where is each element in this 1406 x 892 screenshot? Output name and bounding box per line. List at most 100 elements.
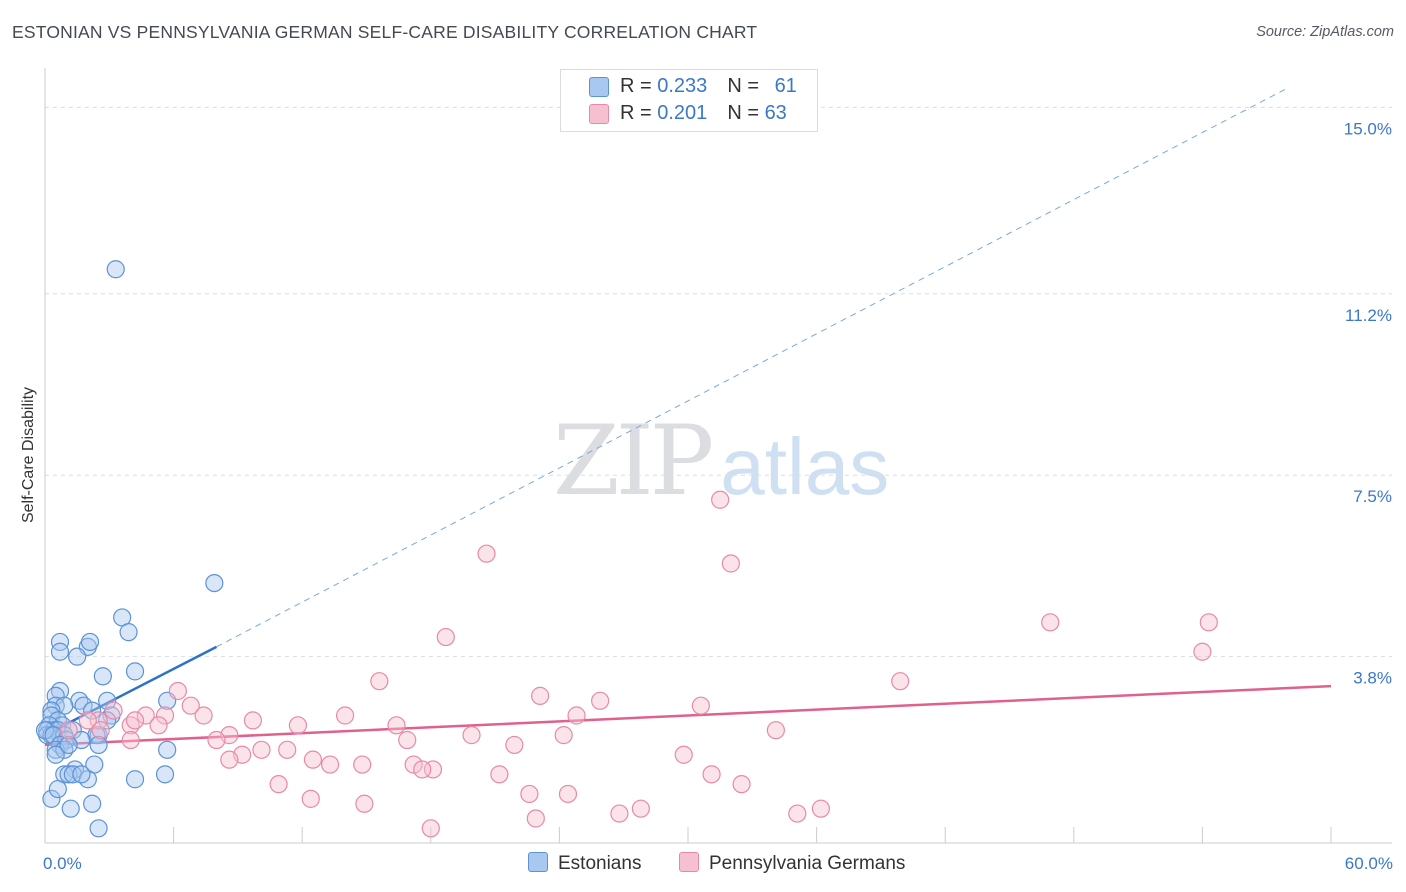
penn-germans-points	[59, 490, 1218, 838]
estonians-point	[42, 789, 61, 808]
y-tick-label: 15.0%	[1344, 119, 1392, 138]
penn-germans-point	[168, 681, 187, 701]
penn-germans-point	[278, 740, 297, 759]
estonians-point	[119, 623, 138, 642]
legend-r-value: 0.233	[657, 75, 708, 97]
penn-germans-point	[1199, 613, 1218, 632]
penn-germans-point	[121, 730, 140, 750]
legend-r-label: R =	[620, 102, 658, 124]
penn-germans-point	[721, 554, 740, 573]
penn-germans-point	[104, 701, 123, 720]
penn-germans-point	[125, 711, 145, 730]
penn-germans-point	[554, 726, 573, 745]
penn-germans-point	[567, 706, 586, 725]
estonians-point	[74, 696, 93, 715]
penn-germans-point	[691, 696, 710, 715]
penn-germans-point	[194, 706, 213, 725]
estonians-point	[106, 260, 125, 279]
estonians-point	[46, 745, 65, 764]
penn-germans-point	[811, 799, 830, 818]
legend-r-value: 0.201	[657, 102, 708, 124]
legend-n-label: N =	[727, 75, 765, 97]
estonians-point	[42, 701, 61, 720]
penn-germans-point	[320, 755, 340, 774]
x-tick-label-min: 0.0%	[43, 854, 82, 873]
zipatlas-watermark: ZIP atlas	[553, 405, 889, 517]
axes	[44, 68, 1392, 844]
y-tick-label: 3.8%	[1353, 669, 1392, 688]
legend-swatch-blue	[589, 77, 609, 97]
penn-germans-point	[591, 691, 610, 710]
penn-germans-trend-line	[44, 684, 1332, 747]
estonians-point	[125, 770, 145, 789]
penn-germans-point	[181, 696, 200, 715]
penn-germans-point	[149, 716, 168, 735]
bottom-legend-label: Pennsylvania Germans	[709, 853, 906, 874]
estonians-point	[68, 647, 87, 666]
penn-germans-point	[436, 627, 455, 647]
penn-germans-point	[520, 784, 539, 804]
penn-germans-point	[252, 740, 271, 759]
bottom-swatch-blue	[528, 852, 548, 872]
estonians-point	[80, 632, 100, 652]
bottom-swatch-pink	[679, 852, 699, 872]
estonians-point	[98, 691, 117, 710]
tick-labels: 3.8% 7.5% 11.2% 15.0% 0.0% 60.0%	[43, 119, 1393, 873]
estonians-point	[93, 667, 112, 686]
legend-n-value: 61	[774, 75, 797, 97]
legend-n-label: N =	[727, 102, 765, 124]
estonians-point	[89, 819, 108, 838]
penn-germans-point	[732, 775, 751, 794]
correlation-legend: R = 0.233 N = 61 R = 0.201 N = 63	[560, 69, 818, 132]
penn-germans-point	[526, 809, 545, 828]
penn-germans-point	[387, 716, 406, 735]
gridlines	[45, 106, 1392, 658]
penn-germans-point	[335, 706, 355, 725]
penn-germans-point	[490, 765, 509, 784]
penn-germans-point	[398, 730, 417, 750]
estonians-point	[61, 799, 80, 818]
penn-germans-point	[531, 686, 550, 705]
penn-germans-point	[355, 794, 374, 813]
bottom-legend-penn-germans: Pennsylvania Germans	[679, 852, 905, 875]
legend-n-value: 63	[764, 102, 787, 124]
penn-germans-point	[766, 721, 785, 740]
penn-germans-point	[243, 711, 263, 730]
y-tick-label: 7.5%	[1353, 487, 1392, 506]
penn-germans-point	[301, 789, 320, 808]
y-axis-label: Self-Care Disability	[20, 386, 37, 524]
y-tick-label: 11.2%	[1345, 306, 1392, 325]
penn-germans-point	[207, 730, 226, 750]
trend-lines	[44, 87, 1332, 747]
penn-germans-point	[78, 711, 97, 730]
estonians-point	[125, 662, 145, 681]
penn-germans-point	[462, 726, 481, 745]
chart-title: ESTONIAN VS PENNSYLVANIA GERMAN SELF-CAR…	[12, 22, 758, 42]
estonians-point	[83, 701, 102, 720]
bottom-legend-label: Estonians	[558, 853, 642, 874]
estonians-point	[59, 765, 78, 784]
penn-germans-point	[353, 755, 372, 774]
penn-germans-point	[220, 750, 239, 769]
penn-germans-point	[702, 765, 721, 784]
penn-germans-point	[303, 750, 323, 769]
penn-germans-point	[505, 735, 524, 755]
penn-germans-point	[674, 745, 693, 764]
estonians-point	[59, 735, 78, 755]
penn-germans-point	[558, 784, 578, 804]
penn-germans-point	[91, 721, 110, 740]
penn-germans-point	[610, 804, 629, 823]
penn-germans-point	[155, 706, 175, 725]
penn-germans-point	[711, 490, 730, 509]
bottom-legend-estonians: Estonians	[528, 852, 641, 875]
penn-germans-point	[788, 804, 807, 823]
legend-r-label: R =	[620, 75, 658, 97]
estonians-point	[50, 632, 70, 652]
penn-germans-point	[1193, 642, 1212, 661]
penn-germans-point	[423, 760, 443, 779]
source-label: Source: ZipAtlas.com	[1256, 24, 1394, 40]
penn-germans-point	[288, 716, 308, 735]
penn-germans-point	[404, 755, 423, 774]
penn-germans-point	[269, 775, 288, 794]
